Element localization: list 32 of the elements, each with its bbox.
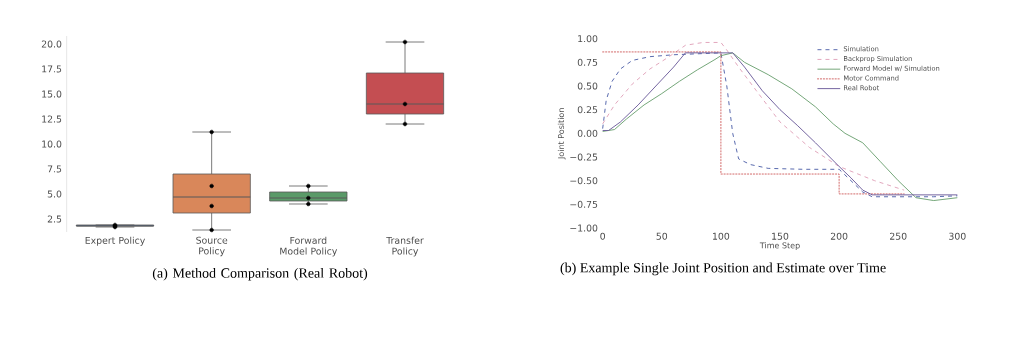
x-tick-label: 150 xyxy=(772,232,789,240)
y-tick-label: 17.5 xyxy=(42,65,62,73)
x-axis-title: Time Step xyxy=(759,242,800,251)
y-tick-label: 1.00 xyxy=(578,35,598,43)
y-tick-label: 10.0 xyxy=(42,140,62,148)
y-tick-label: −0.50 xyxy=(570,177,598,185)
x-tick-label: 200 xyxy=(830,232,848,240)
y-tick-label: 0.25 xyxy=(577,106,598,114)
y-axis-title: Joint Position xyxy=(557,108,566,160)
y-tick-label: 0.00 xyxy=(577,129,598,137)
y-tick-label: 12.5 xyxy=(42,115,62,123)
y-tick-label: 15.0 xyxy=(42,90,62,98)
y-tick-label: −1.00 xyxy=(570,224,598,232)
text: (a) Method Comparison (Real Robot) xyxy=(152,267,368,281)
x-tick-label: 100 xyxy=(713,232,730,240)
x-tick-label: 300 xyxy=(949,232,966,240)
y-tick-label: 5.0 xyxy=(47,190,62,198)
x-tick-label: Forward Model Policy xyxy=(280,236,338,257)
y-tick-label: −0.75 xyxy=(570,200,598,208)
y-tick-label: 0.50 xyxy=(577,82,598,90)
x-tick-label: 0 xyxy=(600,232,606,240)
x-tick-label: 50 xyxy=(656,232,668,240)
x-tick-label: Expert Policy xyxy=(85,236,146,246)
x-tick-label: Transfer Policy xyxy=(386,236,424,257)
x-tick-label: 250 xyxy=(890,232,907,240)
y-tick-label: 7.5 xyxy=(47,165,62,173)
y-tick-label: −0.25 xyxy=(570,153,598,161)
y-tick-label: 20.0 xyxy=(41,40,62,48)
y-tick-label: 0.75 xyxy=(577,58,598,66)
y-tick-label: 2.5 xyxy=(47,215,62,223)
x-tick-label: Source Policy xyxy=(196,236,228,257)
text: (b) Example Single Joint Position and Estimate over Time xyxy=(560,262,886,276)
